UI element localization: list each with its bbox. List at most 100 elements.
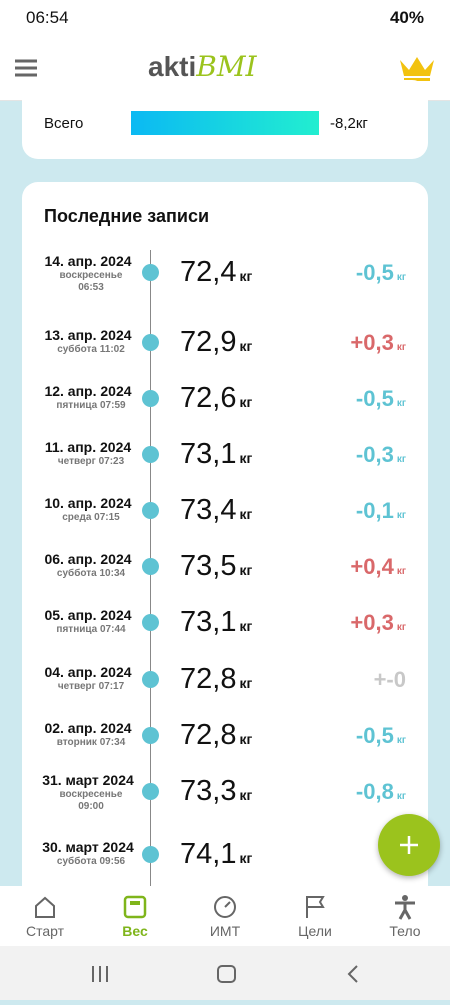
nav-item[interactable]: ИМТ <box>180 886 270 946</box>
record-time: суббота 10:34 <box>56 568 126 579</box>
record-row[interactable]: 13. апр. 2024 суббота 11:02 72,9 кг +0,3 кг <box>22 320 428 376</box>
nav-label: ИМТ <box>209 923 241 939</box>
change-unit: кг <box>396 622 406 633</box>
record-weight: 72,8 кг <box>180 663 252 696</box>
add-button[interactable] <box>378 814 440 876</box>
menu-button[interactable] <box>14 58 38 78</box>
record-row[interactable]: 05. апр. 2024 пятница 07:44 73,1 кг +0,3 кг <box>22 600 428 656</box>
record-row[interactable]: 04. апр. 2024 четверг 07:17 72,8 кг +-0 <box>22 657 428 713</box>
timeline <box>150 250 151 950</box>
record-row[interactable]: 14. апр. 2024 воскресенье 06:53 72,4 кг -0,5… <box>22 250 428 306</box>
change-unit: кг <box>396 791 406 802</box>
record-row[interactable]: 12. апр. 2024 пятница 07:59 72,6 кг -0,5 кг <box>22 376 428 432</box>
record-weight: 73,4 кг <box>180 494 252 527</box>
logo-main: akti <box>148 51 197 82</box>
change-value: -0,5 <box>355 723 394 748</box>
nav-item[interactable]: Тело <box>360 886 450 946</box>
weight-value: 72,4 <box>180 256 237 288</box>
weight-unit: кг <box>239 268 253 284</box>
change-value: +-0 <box>373 667 406 692</box>
record-time: вторник 07:34 <box>56 737 126 748</box>
weight-value: 72,8 <box>180 719 237 751</box>
change-unit: кг <box>396 454 406 465</box>
record-change: -0,5 кг <box>356 386 406 412</box>
nav-icon <box>395 895 415 920</box>
nav-icon <box>35 896 55 918</box>
change-unit: кг <box>396 735 406 746</box>
records-card: Последние записи 14. апр. 2024 воскресень… <box>22 182 428 950</box>
change-value: -0,8 <box>355 779 394 804</box>
timeline-dot <box>142 390 159 407</box>
clock: 06:54 <box>26 8 69 27</box>
record-time: среда 07:15 <box>62 512 120 523</box>
record-weight: 73,1 кг <box>180 438 252 471</box>
record-date: 14. апр. 2024 <box>44 253 132 269</box>
weight-unit: кг <box>239 338 253 354</box>
weight-value: 73,1 <box>180 438 237 470</box>
timeline-dot <box>142 727 159 744</box>
timeline-dot <box>142 614 159 631</box>
record-change: +0,3 кг <box>350 610 406 636</box>
record-row[interactable]: 06. апр. 2024 суббота 10:34 73,5 кг +0,4 кг <box>22 544 428 600</box>
record-weight: 74,1 кг <box>180 838 252 871</box>
record-row[interactable]: 11. апр. 2024 четверг 07:23 73,1 кг -0,3 кг <box>22 432 428 488</box>
change-value: -0,5 <box>355 260 394 285</box>
premium-crown[interactable] <box>398 54 436 82</box>
timeline-dot <box>142 671 159 688</box>
summary-bar <box>131 111 319 135</box>
weight-unit: кг <box>239 675 253 691</box>
record-time: суббота 11:02 <box>57 344 125 355</box>
record-date: 11. апр. 2024 <box>44 439 132 455</box>
change-value: +0,3 <box>350 610 394 635</box>
record-time: воскресенье 09:00 <box>59 789 123 812</box>
nav-icon <box>306 896 325 918</box>
change-value: +0,3 <box>350 330 394 355</box>
record-change: -0,3 кг <box>356 442 406 468</box>
record-date: 13. апр. 2024 <box>44 327 132 343</box>
system-buttons <box>92 965 358 983</box>
record-time: пятница 07:44 <box>56 624 126 635</box>
record-row[interactable]: 31. март 2024 воскресенье 09:00 73,3 кг -0,8… <box>22 769 428 825</box>
nav-item[interactable]: Цели <box>270 886 360 946</box>
record-time: четверг 07:17 <box>57 681 125 692</box>
record-date: 12. апр. 2024 <box>44 383 132 399</box>
record-weight: 73,5 кг <box>180 550 252 583</box>
nav-label: Старт <box>25 923 65 939</box>
change-unit: кг <box>396 272 406 283</box>
weight-unit: кг <box>239 562 253 578</box>
record-weight: 72,8 кг <box>180 719 252 752</box>
weight-unit: кг <box>239 850 253 866</box>
weight-unit: кг <box>239 506 253 522</box>
change-unit: кг <box>396 398 406 409</box>
record-date: 31. март 2024 <box>42 772 134 788</box>
add-icon <box>400 836 418 854</box>
nav-item[interactable]: Старт <box>0 886 90 946</box>
logo: aktiBMI <box>148 50 257 83</box>
weight-value: 72,6 <box>180 382 237 414</box>
weight-value: 73,5 <box>180 550 237 582</box>
record-date: 02. апр. 2024 <box>44 720 132 736</box>
weight-value: 73,4 <box>180 494 237 526</box>
nav-label: Тело <box>389 923 421 939</box>
record-change: +0,4 кг <box>350 554 406 580</box>
nav-icon <box>214 896 236 918</box>
record-time: воскресенье 06:53 <box>59 270 123 293</box>
record-weight: 72,6 кг <box>180 382 252 415</box>
timeline-dot <box>142 558 159 575</box>
timeline-dot <box>142 783 159 800</box>
change-value: -0,5 <box>355 386 394 411</box>
nav-label: Вес <box>122 923 148 939</box>
record-row[interactable]: 10. апр. 2024 среда 07:15 73,4 кг -0,1 кг <box>22 488 428 544</box>
status-bar: 06:54 40% <box>0 0 450 36</box>
record-date: 04. апр. 2024 <box>44 664 132 680</box>
record-row[interactable]: 02. апр. 2024 вторник 07:34 72,8 кг -0,5 кг <box>22 713 428 769</box>
weight-value: 72,9 <box>180 326 237 358</box>
record-weight: 72,9 кг <box>180 326 252 359</box>
weight-unit: кг <box>239 450 253 466</box>
record-change: +0,3 кг <box>350 330 406 356</box>
bottom-nav: Старт Вес ИМТ Цели Тело <box>0 886 450 946</box>
nav-label: Цели <box>298 923 332 939</box>
nav-item[interactable]: Вес <box>90 886 180 946</box>
